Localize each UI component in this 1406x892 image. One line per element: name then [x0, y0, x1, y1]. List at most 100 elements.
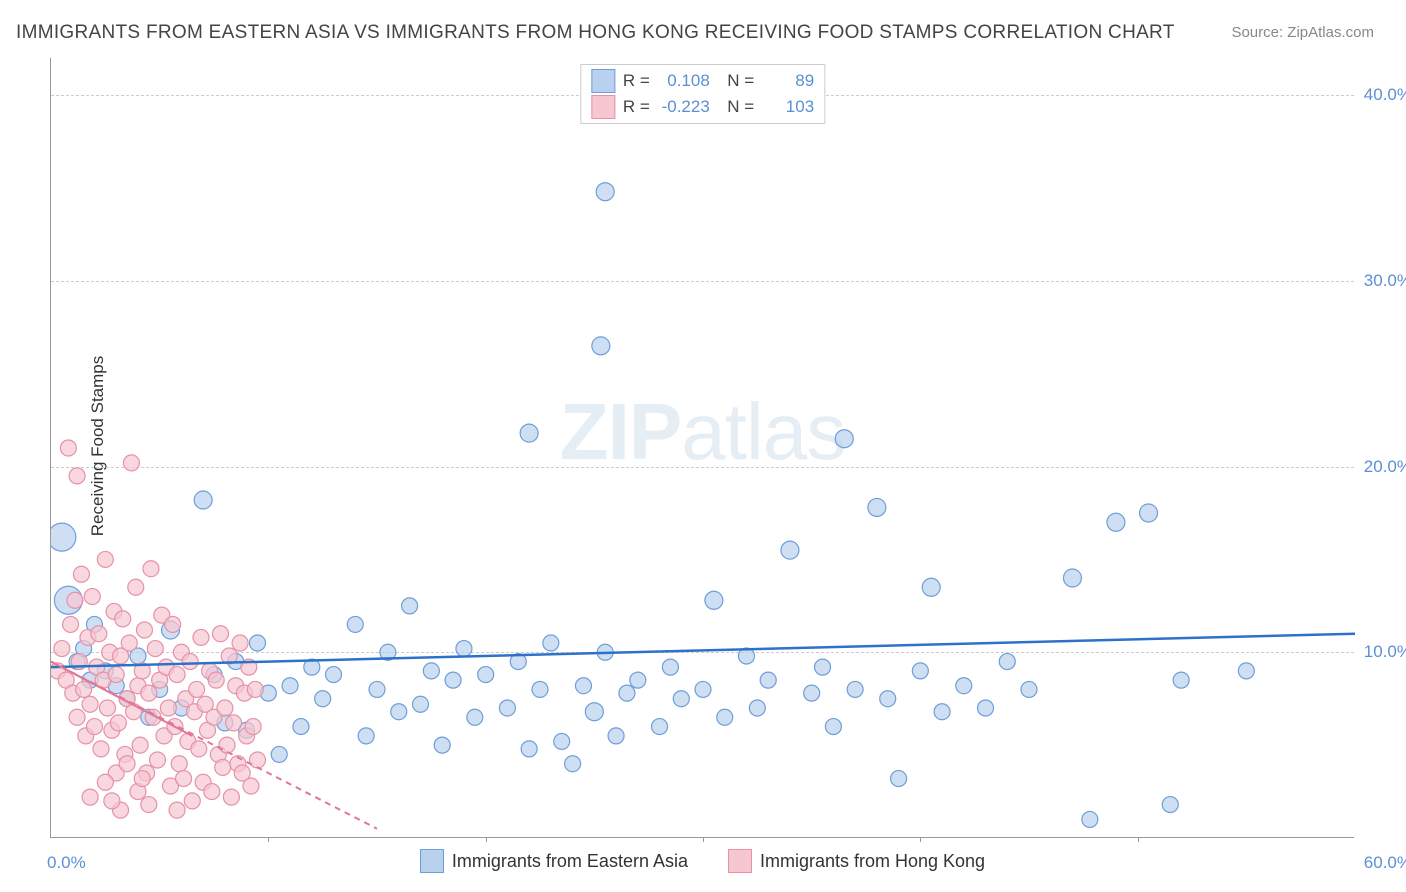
data-point — [1082, 811, 1098, 827]
legend-stats-row-1: R = 0.108 N = 89 — [591, 69, 814, 93]
data-point — [1162, 797, 1178, 813]
data-point — [271, 746, 287, 762]
data-point — [934, 704, 950, 720]
data-point — [630, 672, 646, 688]
data-point — [554, 733, 570, 749]
data-point — [835, 430, 853, 448]
data-point — [223, 789, 239, 805]
data-point — [97, 774, 113, 790]
data-point — [717, 709, 733, 725]
data-point — [123, 455, 139, 471]
legend-label-1: Immigrants from Eastern Asia — [452, 851, 688, 872]
data-point — [402, 598, 418, 614]
data-point — [868, 498, 886, 516]
data-point — [922, 578, 940, 596]
data-point — [592, 337, 610, 355]
data-point — [134, 771, 150, 787]
data-point — [520, 424, 538, 442]
data-point — [219, 737, 235, 753]
data-point — [412, 696, 428, 712]
data-point — [565, 756, 581, 772]
data-point — [76, 681, 92, 697]
data-point — [815, 659, 831, 675]
data-point — [619, 685, 635, 701]
data-point — [115, 611, 131, 627]
data-point — [69, 709, 85, 725]
data-point — [891, 771, 907, 787]
data-point — [189, 681, 205, 697]
data-point — [141, 685, 157, 701]
data-point — [160, 700, 176, 716]
data-point — [247, 681, 263, 697]
data-point — [695, 681, 711, 697]
data-point — [880, 691, 896, 707]
x-tick-label: 60.0% — [1364, 853, 1406, 873]
data-point — [1140, 504, 1158, 522]
data-point — [213, 626, 229, 642]
data-point — [69, 468, 85, 484]
data-point — [100, 700, 116, 716]
data-point — [358, 728, 374, 744]
legend-stats-row-2: R = -0.223 N = 103 — [591, 95, 814, 119]
data-point — [176, 771, 192, 787]
data-point — [1021, 681, 1037, 697]
data-point — [194, 491, 212, 509]
data-point — [104, 793, 120, 809]
data-point — [347, 616, 363, 632]
data-point — [121, 635, 137, 651]
y-tick-label: 10.0% — [1364, 642, 1406, 662]
data-point — [978, 700, 994, 716]
data-point — [705, 591, 723, 609]
r-label-1: R = — [623, 71, 650, 91]
data-point — [445, 672, 461, 688]
data-point — [391, 704, 407, 720]
data-point — [136, 622, 152, 638]
data-point — [781, 541, 799, 559]
data-point — [91, 626, 107, 642]
x-tick-label: 0.0% — [47, 853, 86, 873]
data-point — [608, 728, 624, 744]
data-point — [532, 681, 548, 697]
data-point — [456, 641, 472, 657]
data-point — [249, 635, 265, 651]
data-point — [149, 752, 165, 768]
data-point — [249, 752, 265, 768]
r-label-2: R = — [623, 97, 650, 117]
data-point — [226, 715, 242, 731]
legend-stats: R = 0.108 N = 89 R = -0.223 N = 103 — [580, 64, 825, 124]
n-value-1: 89 — [762, 71, 814, 91]
swatch-bottom-1 — [420, 849, 444, 873]
data-point — [245, 719, 261, 735]
data-point — [956, 678, 972, 694]
chart-title: IMMIGRANTS FROM EASTERN ASIA VS IMMIGRAN… — [16, 22, 1175, 44]
swatch-bottom-2 — [728, 849, 752, 873]
data-point — [82, 789, 98, 805]
plot-area: ZIPatlas R = 0.108 N = 89 R = -0.223 N =… — [50, 58, 1354, 838]
swatch-series-2 — [591, 95, 615, 119]
data-point — [499, 700, 515, 716]
data-point — [760, 672, 776, 688]
data-point — [169, 667, 185, 683]
data-point — [141, 797, 157, 813]
data-point — [912, 663, 928, 679]
data-point — [293, 719, 309, 735]
data-point — [119, 756, 135, 772]
data-point — [543, 635, 559, 651]
data-point — [804, 685, 820, 701]
data-point — [478, 667, 494, 683]
data-point — [191, 741, 207, 757]
data-point — [182, 654, 198, 670]
r-value-1: 0.108 — [658, 71, 710, 91]
data-point — [467, 709, 483, 725]
data-point — [108, 667, 124, 683]
n-label-1: N = — [718, 71, 754, 91]
data-point — [132, 737, 148, 753]
data-point — [165, 616, 181, 632]
swatch-series-1 — [591, 69, 615, 93]
data-point — [434, 737, 450, 753]
data-point — [97, 551, 113, 567]
data-point — [143, 561, 159, 577]
legend-bottom: Immigrants from Eastern Asia Immigrants … — [51, 849, 1354, 873]
data-point — [193, 629, 209, 645]
data-point — [825, 719, 841, 735]
